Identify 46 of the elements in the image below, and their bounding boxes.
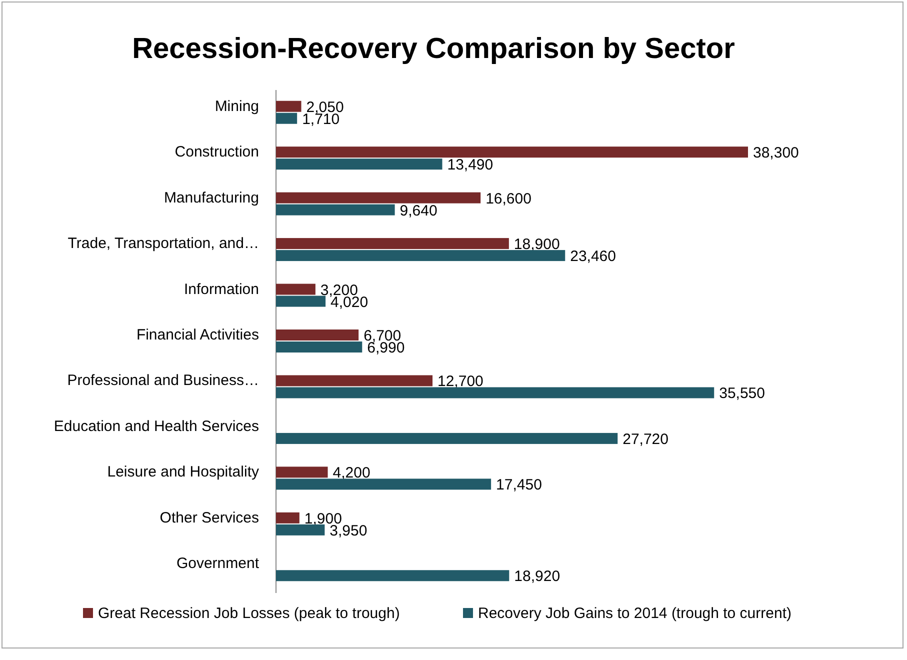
bar <box>276 192 481 204</box>
bar <box>276 432 618 444</box>
bar <box>276 238 509 250</box>
data-label: 4,200 <box>332 464 370 482</box>
data-label: 27,720 <box>622 430 669 448</box>
data-label: 13,490 <box>447 156 494 174</box>
data-label: 23,460 <box>570 248 616 266</box>
bar <box>276 204 395 216</box>
bar <box>276 146 748 158</box>
bar <box>276 478 492 490</box>
y-tick-label: Government <box>176 555 260 572</box>
y-tick-label: Other Services <box>160 509 259 526</box>
y-tick-label: Professional and Business… <box>67 372 259 390</box>
y-tick-label: Information <box>184 280 259 298</box>
data-label: 35,550 <box>719 385 765 402</box>
bar <box>276 342 362 352</box>
bar <box>276 570 510 582</box>
y-tick-label: Manufacturing <box>164 189 259 206</box>
data-label: 12,700 <box>438 373 484 390</box>
bar <box>276 512 300 524</box>
bar <box>276 158 442 170</box>
bar <box>276 524 325 536</box>
bar <box>276 284 316 295</box>
y-tick-label: Trade, Transportation, and… <box>68 235 259 252</box>
legend-label: Great Recession Job Losses (peak to trough) <box>98 605 400 622</box>
bar <box>276 466 328 478</box>
y-tick-label: Leisure and Hospitality <box>107 464 260 481</box>
y-tick-label: Mining <box>214 98 259 115</box>
data-label: 18,920 <box>514 568 560 586</box>
bar <box>276 250 566 262</box>
bar <box>276 375 433 386</box>
bar <box>276 296 326 307</box>
data-label: 38,300 <box>753 144 799 162</box>
bar <box>276 100 302 112</box>
chart-title: Recession-Recovery Comparison by Sector <box>132 33 735 65</box>
bar <box>276 112 298 124</box>
data-label: 16,600 <box>486 190 532 208</box>
data-label: 9,640 <box>400 202 438 220</box>
bar <box>276 330 359 340</box>
y-tick-label: Construction <box>174 144 259 161</box>
data-label: 17,450 <box>496 476 542 494</box>
data-label: 18,900 <box>514 236 560 254</box>
y-tick-label: Financial Activities <box>136 326 259 344</box>
legend-label: Recovery Job Gains to 2014 (trough to current) <box>478 605 792 622</box>
y-tick-label: Education and Health Services <box>54 418 259 435</box>
bar <box>276 387 714 398</box>
